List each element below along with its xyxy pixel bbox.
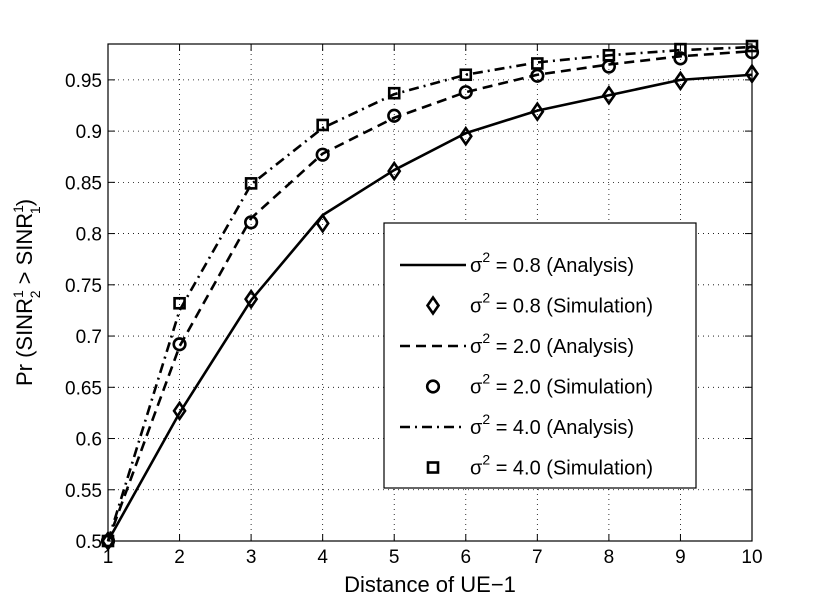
legend-label-symbol: σ xyxy=(470,296,483,318)
x-tick-label: 9 xyxy=(675,547,686,568)
legend-marker-circle xyxy=(425,379,441,394)
legend-label-text: = 2.0 (Analysis) xyxy=(490,336,634,358)
legend-item: σ2 = 0.8 (Analysis) xyxy=(400,249,634,277)
y-axis-title-prefix: Pr (SINR xyxy=(12,298,37,386)
x-tick-label: 5 xyxy=(389,547,400,568)
data-point-diamond xyxy=(601,84,616,106)
y-tick-label: 0.85 xyxy=(65,173,102,194)
legend-label: σ2 = 0.8 (Analysis) xyxy=(470,249,634,277)
data-point-circle xyxy=(244,215,259,230)
legend-label-text: = 2.0 (Simulation) xyxy=(490,377,653,399)
legend-label: σ2 = 0.8 (Simulation) xyxy=(470,290,653,318)
legend-item: σ2 = 2.0 (Simulation) xyxy=(425,371,653,399)
x-tick-label: 2 xyxy=(174,547,185,568)
data-point-diamond xyxy=(673,70,688,92)
data-point-diamond xyxy=(172,400,187,422)
plot-frame xyxy=(107,43,753,542)
legend-label-text: = 0.8 (Analysis) xyxy=(490,255,634,277)
legend-label-symbol: σ xyxy=(470,336,483,358)
data-point-circle xyxy=(601,59,616,74)
y-axis-title-suffix: ) xyxy=(12,199,37,206)
data-point-circle xyxy=(458,85,473,100)
legend-marker-diamond xyxy=(425,295,441,316)
y-tick-label: 0.8 xyxy=(76,225,102,246)
data-point-diamond xyxy=(458,125,473,147)
legend-label-symbol: σ xyxy=(470,417,483,439)
legend-label-sup: 2 xyxy=(482,290,490,306)
x-tick-label: 1 xyxy=(103,547,114,568)
data-point-square xyxy=(173,296,186,310)
x-tick-label: 10 xyxy=(741,547,762,568)
x-tick-label: 6 xyxy=(460,547,471,568)
legend-label: σ2 = 2.0 (Simulation) xyxy=(470,371,653,399)
legend-item: σ2 = 4.0 (Simulation) xyxy=(426,452,653,480)
series-layer xyxy=(106,45,753,542)
x-tick-label: 8 xyxy=(604,547,615,568)
legend-label: σ2 = 4.0 (Analysis) xyxy=(470,411,634,439)
y-axis-title-sub1: 2 xyxy=(27,290,43,298)
y-axis-title: Pr (SINR12 > SINR11) xyxy=(10,199,43,386)
x-tick-label: 4 xyxy=(317,547,328,568)
legend-items: σ2 = 0.8 (Analysis)σ2 = 0.8 (Simulation)… xyxy=(400,249,653,480)
y-tick-label: 0.65 xyxy=(65,378,102,399)
data-point-square xyxy=(387,86,401,100)
series-line xyxy=(106,49,753,542)
data-point-diamond xyxy=(244,288,259,310)
y-tick-label: 0.95 xyxy=(65,71,102,92)
legend-label-symbol: σ xyxy=(470,377,483,399)
data-point-circle xyxy=(673,51,688,66)
legend-label: σ2 = 4.0 (Simulation) xyxy=(470,452,653,480)
axis-labels: Distance of UE−1 Pr (SINR12 > SINR11) xyxy=(10,199,516,597)
data-point-circle xyxy=(172,337,187,352)
data-point-square xyxy=(459,68,473,82)
y-tick-label: 0.75 xyxy=(65,276,102,297)
y-axis-title-sup1: 1 xyxy=(10,290,26,298)
legend-label-sup: 2 xyxy=(482,330,490,346)
data-point-circle xyxy=(387,108,402,123)
legend: σ2 = 0.8 (Analysis)σ2 = 0.8 (Simulation)… xyxy=(383,222,697,489)
series-line xyxy=(106,45,753,542)
legend-label-text: = 4.0 (Analysis) xyxy=(490,417,634,439)
legend-label-text: = 4.0 (Simulation) xyxy=(490,458,653,480)
legend-label-symbol: σ xyxy=(470,458,483,480)
data-point-diamond xyxy=(315,213,330,234)
legend-label-sup: 2 xyxy=(482,371,490,387)
y-tick-label: 0.7 xyxy=(76,327,102,348)
y-axis-title-sup2: 1 xyxy=(10,205,26,213)
y-tick-label: 0.9 xyxy=(76,122,102,143)
x-tick-label: 7 xyxy=(532,547,543,568)
legend-label-text: = 0.8 (Simulation) xyxy=(490,296,653,318)
data-point-circle xyxy=(315,147,330,162)
data-point-diamond xyxy=(387,160,402,182)
legend-label-sup: 2 xyxy=(482,249,490,265)
y-tick-label: 0.6 xyxy=(76,430,102,451)
data-point-square xyxy=(244,177,258,190)
legend-label: σ2 = 2.0 (Analysis) xyxy=(470,330,634,358)
legend-item: σ2 = 2.0 (Analysis) xyxy=(400,330,634,358)
x-tick-label: 3 xyxy=(246,547,257,568)
legend-marker-square xyxy=(426,461,440,474)
legend-label-symbol: σ xyxy=(470,255,483,277)
y-axis-title-mid: > SINR xyxy=(12,213,37,291)
legend-box xyxy=(383,222,697,489)
legend-item: σ2 = 0.8 (Simulation) xyxy=(425,290,653,318)
y-axis-title-sub2: 1 xyxy=(27,206,43,214)
legend-item: σ2 = 4.0 (Analysis) xyxy=(400,411,634,439)
legend-label-sup: 2 xyxy=(482,452,490,468)
ticks: 1 2 3 4 5 6 7 8 9 10 0.5 0.55 0.6 0.65 0.7 0.75 0.8 0.85 0… xyxy=(65,44,763,568)
series-line xyxy=(106,73,753,542)
y-tick-label: 0.5 xyxy=(76,532,102,553)
data-point-circle xyxy=(530,68,545,83)
y-tick-label: 0.55 xyxy=(65,481,102,502)
data-point-square xyxy=(316,118,329,132)
legend-label-sup: 2 xyxy=(482,411,490,427)
data-point-square xyxy=(531,57,544,70)
data-point-diamond xyxy=(530,101,545,122)
x-axis-title: Distance of UE−1 xyxy=(344,572,516,597)
